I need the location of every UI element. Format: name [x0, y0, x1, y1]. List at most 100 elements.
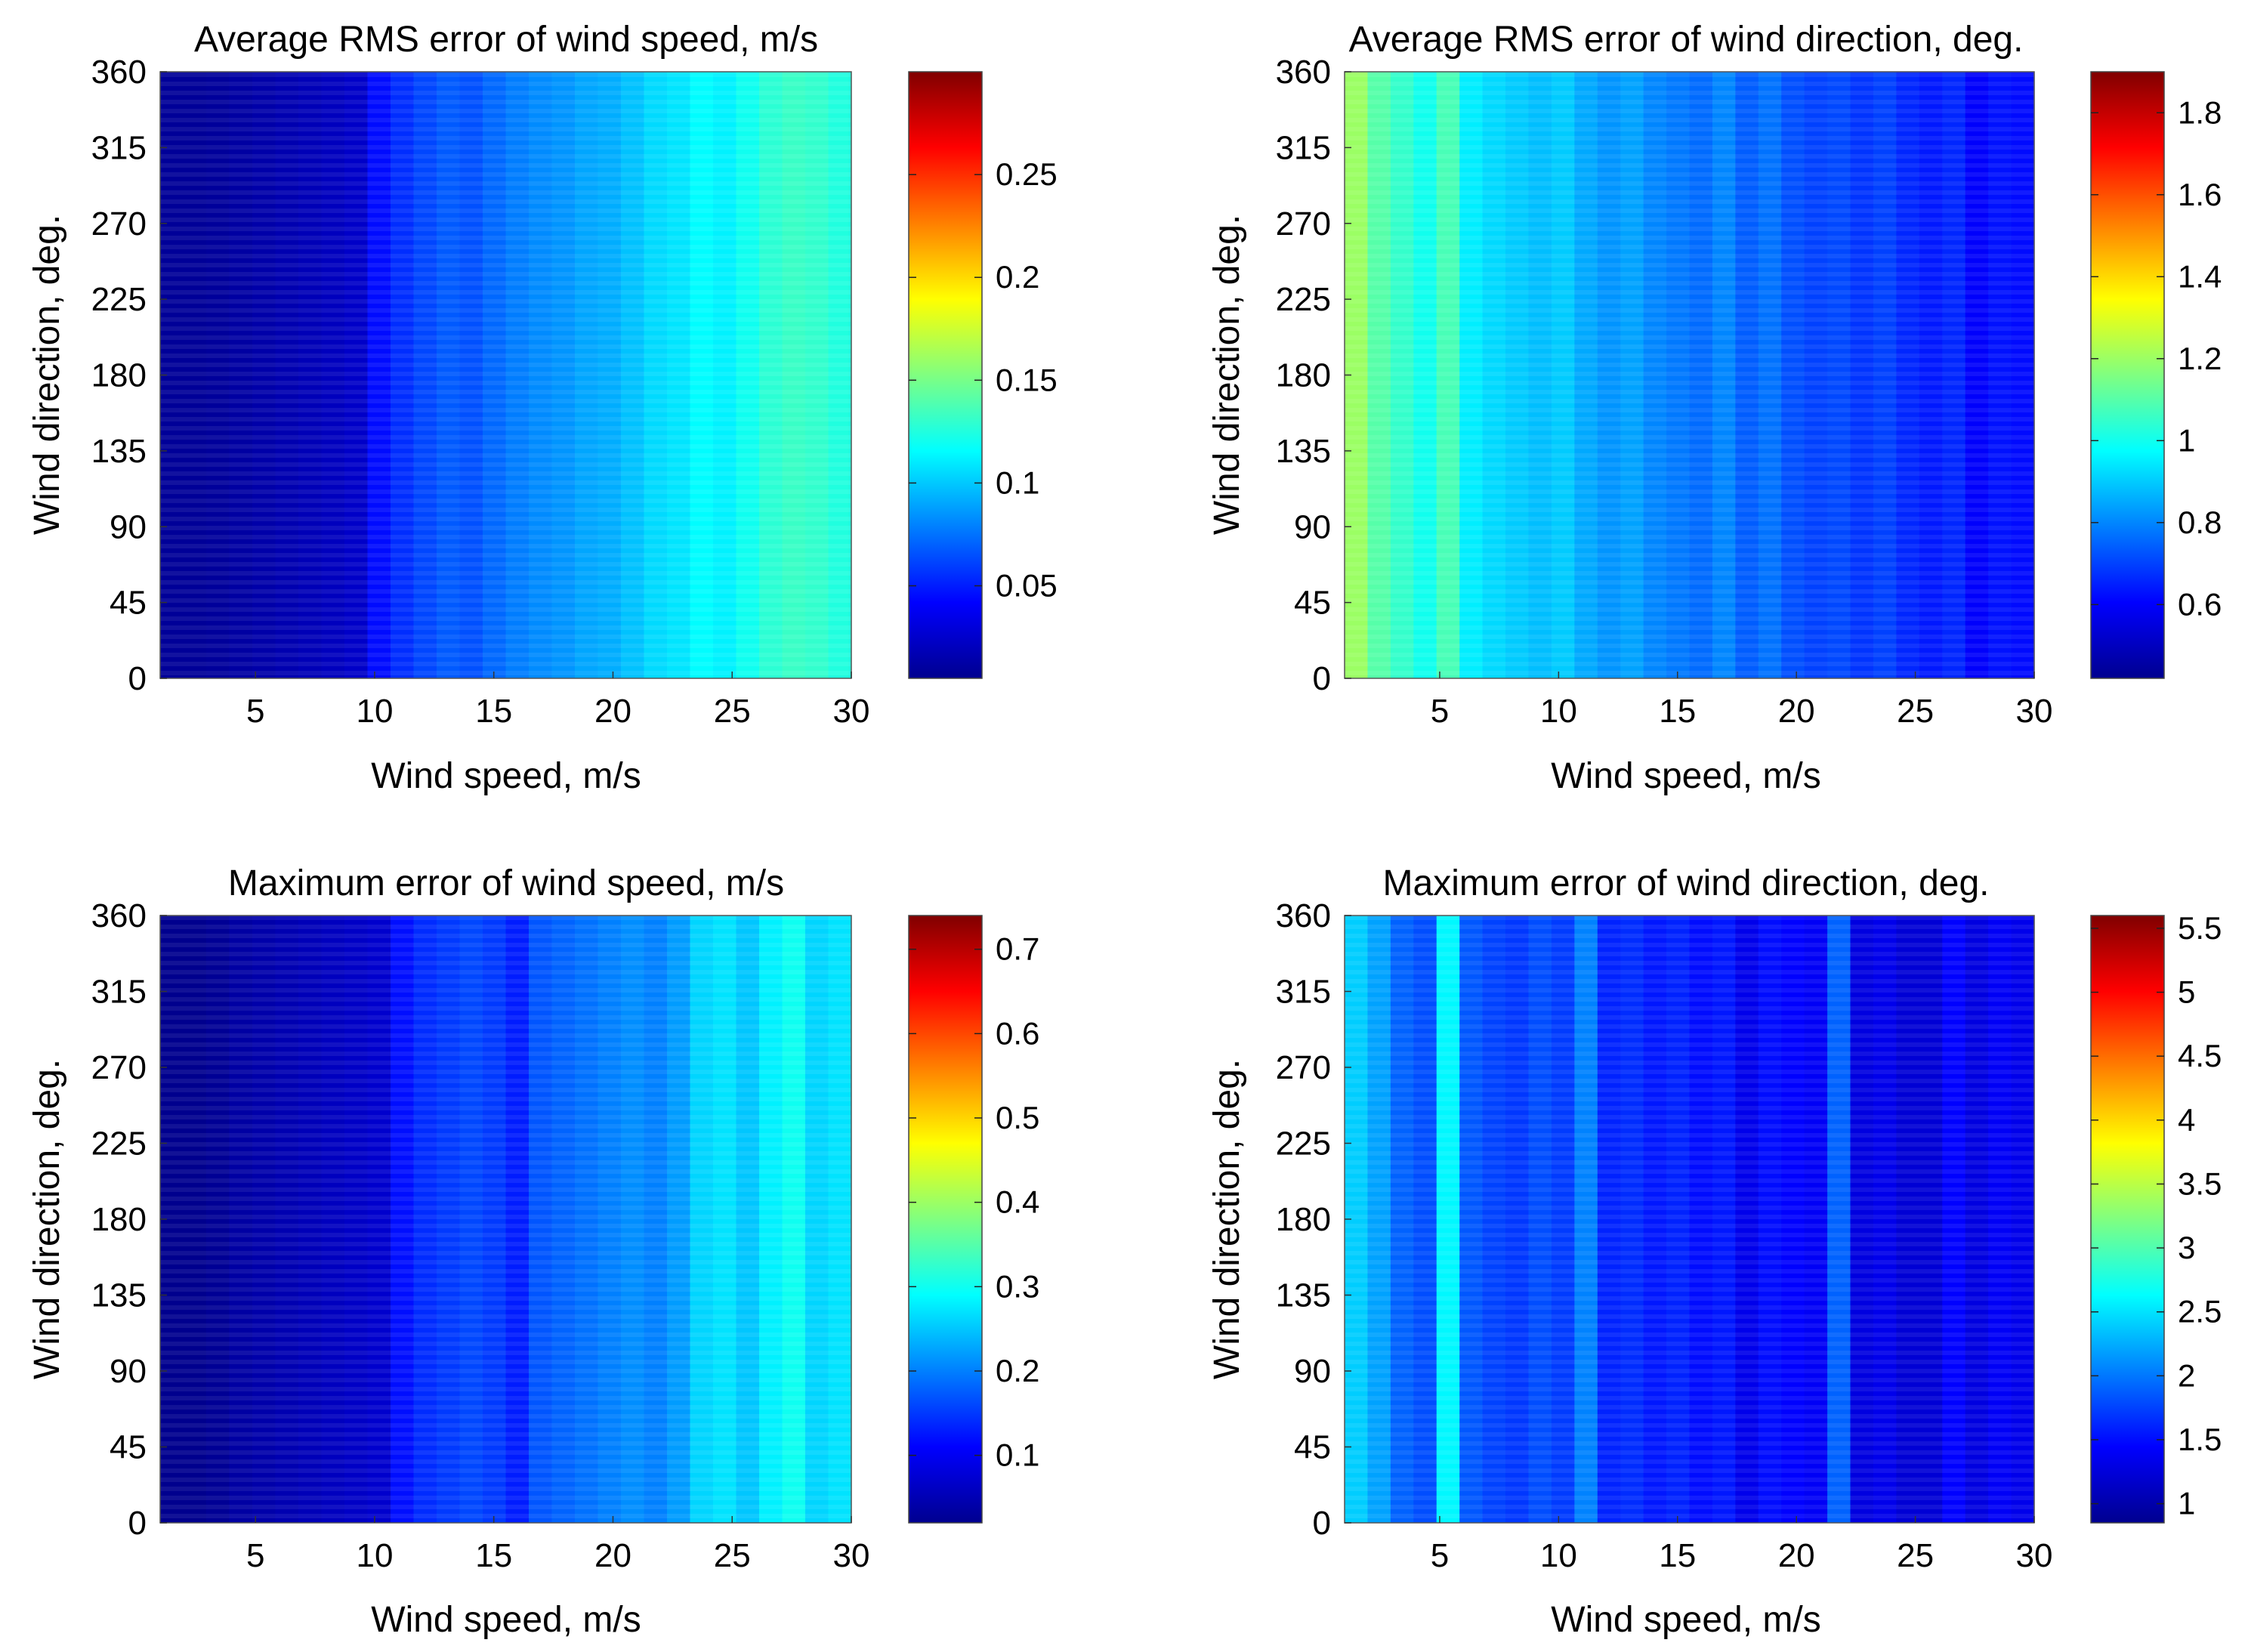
colorbar	[2090, 71, 2165, 679]
y-tick-label: 180	[1276, 1201, 1331, 1238]
y-tick-label: 90	[110, 508, 147, 545]
x-tick-label: 10	[356, 693, 393, 730]
x-tick-label: 15	[1659, 693, 1696, 730]
x-tick-label: 10	[356, 1537, 393, 1574]
colorbar-tick-label: 4	[2178, 1102, 2195, 1138]
colorbar-tick-label: 0.2	[996, 1353, 1039, 1388]
y-ticks: 0 45 90 135 180 225 270 315 360	[1276, 897, 1351, 1542]
colorbar-tick-label: 1.5	[2178, 1422, 2222, 1457]
x-ticks: 5 10 15 20 25 30	[1431, 672, 2053, 730]
colorbar-ticks: 0.6 0.8 1 1.2 1.4 1.6 1.8	[2091, 94, 2222, 622]
x-axis-label: Wind speed, m/s	[371, 1600, 641, 1640]
colorbar-tick-label: 0.15	[996, 362, 1058, 397]
y-axis-label: Wind direction, deg.	[1207, 215, 1247, 535]
y-tick-label: 360	[91, 897, 147, 934]
y-tick-label: 270	[1276, 1049, 1331, 1086]
y-tick-label: 225	[1276, 281, 1331, 318]
y-tick-label: 315	[91, 129, 147, 166]
y-tick-label: 270	[91, 205, 147, 242]
x-tick-label: 20	[1778, 1537, 1815, 1574]
colorbar-tick-label: 1.2	[2178, 341, 2222, 376]
x-tick-label: 25	[1897, 693, 1934, 730]
y-tick-label: 45	[1294, 1429, 1331, 1466]
x-tick-label: 25	[1897, 1537, 1934, 1574]
colorbar-tick-label: 2	[2178, 1357, 2195, 1393]
colorbar-tick-label: 0.5	[996, 1100, 1039, 1135]
colorbar-tick-label: 0.2	[996, 259, 1039, 295]
colorbar-tick-label: 4.5	[2178, 1038, 2222, 1073]
colorbar-tick-label: 0.4	[996, 1184, 1039, 1220]
chart-title: Maximum error of wind direction, deg.	[1383, 863, 1990, 903]
x-axis-label: Wind speed, m/s	[1551, 1600, 1820, 1640]
colorbar-tick-label: 0.25	[996, 156, 1058, 192]
y-tick-label: 225	[1276, 1126, 1331, 1163]
y-tick-label: 135	[1276, 433, 1331, 470]
colorbar-tick-label: 1	[2178, 422, 2195, 458]
colorbar	[2090, 915, 2165, 1524]
x-tick-label: 30	[833, 693, 870, 730]
x-tick-label: 10	[1540, 693, 1577, 730]
x-tick-label: 5	[1431, 1537, 1449, 1574]
y-tick-label: 360	[91, 54, 147, 91]
x-tick-label: 5	[1431, 693, 1449, 730]
heatmap-cells	[160, 916, 852, 1523]
colorbar-tick-label: 0.6	[2178, 586, 2222, 622]
panel-avg-rms-speed: Average RMS error of wind speed, m/s 5 10…	[27, 20, 1058, 796]
colorbar-tick-label: 5	[2178, 974, 2195, 1010]
heatmap-cells	[1345, 72, 2035, 678]
x-tick-label: 15	[1659, 1537, 1696, 1574]
colorbar-tick-label: 0.3	[996, 1268, 1039, 1304]
x-tick-label: 25	[714, 1537, 751, 1574]
x-tick-label: 25	[714, 693, 751, 730]
x-tick-label: 5	[246, 693, 264, 730]
y-tick-label: 0	[128, 660, 147, 697]
x-tick-label: 20	[594, 693, 631, 730]
chart-title: Average RMS error of wind speed, m/s	[194, 20, 818, 60]
panel-max-direction: Maximum error of wind direction, deg. 5 1…	[1207, 863, 2222, 1640]
colorbar	[908, 71, 983, 679]
y-tick-label: 360	[1276, 54, 1331, 91]
x-tick-label: 15	[475, 693, 512, 730]
colorbar-tick-label: 1.4	[2178, 258, 2222, 294]
colorbar-tick-label: 3	[2178, 1230, 2195, 1265]
y-tick-label: 315	[1276, 129, 1331, 166]
heatmap-stripe-texture	[160, 72, 851, 678]
chart-title: Maximum error of wind speed, m/s	[228, 863, 784, 903]
y-tick-label: 360	[1276, 897, 1331, 934]
y-tick-label: 0	[1313, 1505, 1331, 1542]
x-ticks: 5 10 15 20 25 30	[1431, 1516, 2053, 1574]
heatmap-stripe-texture	[1345, 916, 2034, 1523]
y-tick-label: 180	[91, 357, 147, 394]
colorbar-ticks: 1 1.5 2 2.5 3 3.5 4 4.5 5 5.5	[2091, 910, 2222, 1521]
y-tick-label: 135	[91, 433, 147, 470]
y-tick-label: 45	[1294, 585, 1331, 622]
y-tick-label: 270	[91, 1049, 147, 1086]
y-tick-label: 90	[110, 1353, 147, 1390]
x-tick-label: 30	[2016, 693, 2053, 730]
y-axis-label: Wind direction, deg.	[1207, 1059, 1247, 1379]
y-tick-label: 90	[1294, 1353, 1331, 1390]
y-axis-label: Wind direction, deg.	[27, 1059, 67, 1379]
y-tick-label: 180	[91, 1201, 147, 1238]
heatmap-stripe-texture	[160, 916, 851, 1523]
y-tick-label: 45	[110, 585, 147, 622]
x-tick-label: 20	[594, 1537, 631, 1574]
x-axis-label: Wind speed, m/s	[1551, 756, 1820, 796]
colorbar-tick-label: 1.6	[2178, 177, 2222, 212]
colorbar	[908, 915, 983, 1524]
y-tick-label: 315	[1276, 974, 1331, 1011]
colorbar-tick-label: 2.5	[2178, 1294, 2222, 1329]
y-axis-label: Wind direction, deg.	[27, 215, 67, 535]
colorbar-tick-label: 1	[2178, 1486, 2195, 1521]
colorbar-tick-label: 0.05	[996, 568, 1058, 604]
heatmap-stripe-texture	[1345, 72, 2034, 678]
x-ticks: 5 10 15 20 25 30	[246, 1516, 869, 1574]
colorbar-tick-label: 0.1	[996, 465, 1039, 500]
y-tick-label: 0	[1313, 660, 1331, 697]
x-tick-label: 30	[2016, 1537, 2053, 1574]
colorbar-tick-label: 0.1	[996, 1437, 1039, 1473]
chart-title: Average RMS error of wind direction, deg…	[1349, 20, 2024, 60]
colorbar-tick-label: 3.5	[2178, 1166, 2222, 1201]
colorbar-ticks: 0.1 0.2 0.3 0.4 0.5 0.6 0.7	[909, 931, 1039, 1473]
y-tick-label: 135	[91, 1277, 147, 1314]
